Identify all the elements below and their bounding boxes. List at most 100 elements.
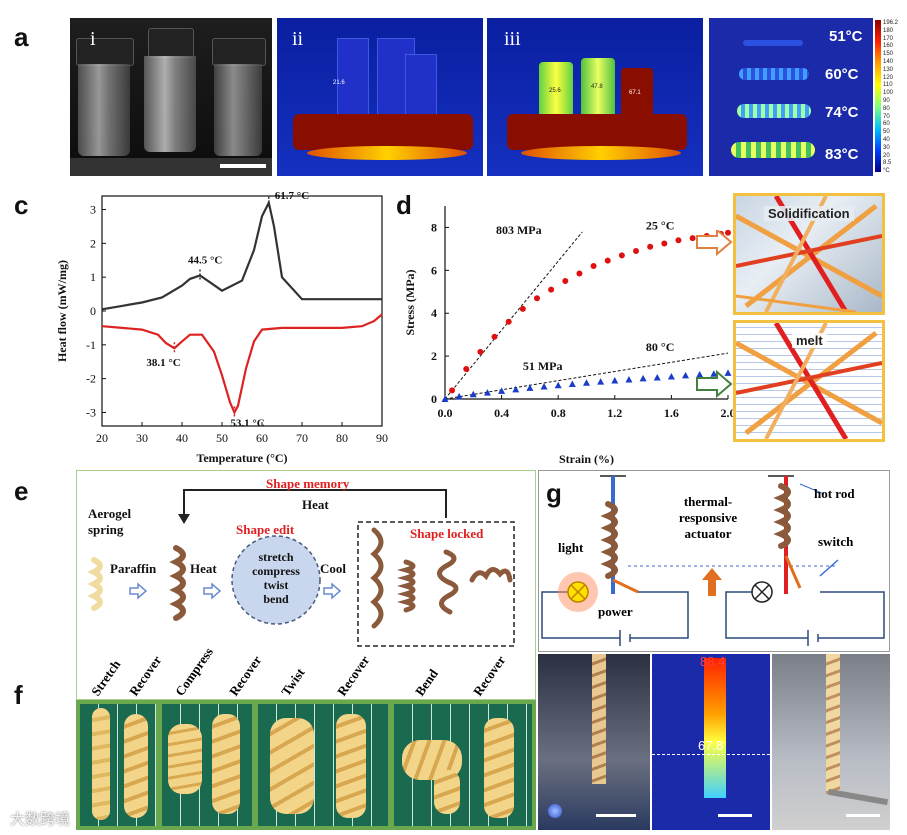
x-tick-label: 0.0 [438,406,453,420]
thermal-image-ii: 21.6 [277,18,483,176]
data-point [491,333,498,340]
op-stretch: stretch [258,550,294,564]
data-point [682,371,690,379]
data-point [441,395,449,402]
solidification-box: Solidification [733,193,885,315]
colorbar-tick: 150 [883,51,894,58]
peak-label: 38.1 °C [146,357,180,369]
aerogel-label-line1: Aerogel [88,506,132,521]
panel-label-d: d [396,190,412,220]
data-point [505,318,512,325]
y-tick-label: 8 [431,220,437,234]
data-point [710,370,718,377]
up-arrow-icon [702,568,722,596]
x-tick-label: 1.6 [664,406,679,420]
scale-bar [718,814,752,817]
y-tick-label: 1 [90,270,96,284]
colorbar-tick: 90 [883,98,890,104]
colorbar-tick: 70 [883,113,890,120]
colorbar-tick: 80 [883,105,890,112]
panel-e-frame [76,470,536,700]
colorbar-tick: 40 [883,137,890,143]
shape-edit-ops: stretch compress twist bend [236,550,316,606]
shape-edit-circle [231,535,321,625]
colorbar-tick: 130 [883,66,894,73]
temp-low-label: 80 °C [646,340,674,354]
x-tick-label: 80 [336,431,348,445]
x-tick-label: 30 [136,431,148,445]
panel-label-e: e [14,476,29,506]
data-point [483,389,491,396]
data-point [597,378,605,385]
series-line-0 [101,199,382,311]
heat-top-label: Heat [302,497,329,512]
data-point [583,379,590,386]
locked-spring-twist-icon [437,549,459,615]
locked-spring-compress-icon [396,559,416,613]
op-bend: bend [263,592,289,606]
x-tick-label: 90 [376,431,388,445]
scale-bar [846,814,880,817]
paraffin-label: Paraffin [110,561,157,576]
shape-memory-label: Shape memory [266,476,350,491]
data-point [533,295,540,302]
data-point [576,270,583,277]
data-point [519,305,526,312]
op-twist: twist [263,578,289,592]
y-axis-label: Stress (MPa) [403,269,417,335]
data-point [667,372,675,380]
heat-label: Heat [190,561,217,576]
shape-locked-box [357,521,515,647]
y-tick-label: -3 [86,405,96,419]
solidification-label: Solidification [764,206,854,221]
data-point [562,278,569,285]
thermal-reading-3: 47.8 [591,84,603,90]
op-compress: compress [252,564,300,578]
stress-strain-chart: 0.0 0.4 0.8 1.2 1.6 2.0 0 2 4 6 8 Strain (%) Stress … [403,206,736,466]
series-line-1 [101,313,383,416]
photo-compress-recover [162,704,252,826]
fit-line-0 [444,231,583,400]
data-point [625,375,633,383]
actuator-diagram [541,475,885,646]
peak-label: 53.1 °C [230,417,264,429]
x-tick-label: 70 [296,431,308,445]
thermal-actuator-g: 88.4 67.8 [652,654,770,830]
colorbar-tick: 60 [883,121,890,128]
actuator-label: thermal- responsive actuator [666,494,750,542]
panel-label-g: g [546,478,562,508]
photo-actuator-light [538,654,650,830]
arrow-icon [323,582,342,600]
y-tick-label: -2 [86,372,96,386]
x-tick-label: 2.0 [721,406,736,420]
temp-label-74: 74°C [825,104,859,121]
temp-high-label: 25 °C [646,219,674,233]
data-point [653,374,661,381]
colorbar-tick: 160 [883,43,894,50]
x-axis-label: Temperature (°C) [196,451,287,465]
colorbar-tick: 110 [883,82,893,89]
data-point [449,387,456,394]
data-point [512,385,520,393]
sub-label-iii: iii [504,28,521,50]
modulus-low-label: 51 MPa [523,359,563,373]
data-point [724,369,732,376]
peak-label: 61.7 °C [275,190,309,202]
x-tick-label: 20 [96,431,108,445]
arrows-d [696,230,733,399]
arrow-orange-icon [696,230,733,257]
locked-spring-bend-icon [469,567,513,583]
colorbar-tick: °C [883,168,890,175]
thermal-reading-mid: 67.8 [698,738,724,753]
colorbar-tick: 120 [883,74,894,81]
data-point [611,377,619,384]
cool-label: Cool [320,561,346,576]
data-point [639,374,647,382]
data-point [540,383,548,390]
photo-vials-i [70,18,272,176]
aerogel-label-line2: spring [88,522,124,537]
thermal-springs-b: 51°C 60°C 74°C 83°C [709,18,873,176]
colorbar-tick: 196.2 [883,20,899,26]
thermal-reading-2: 25.6 [549,88,561,94]
data-point [568,380,576,387]
